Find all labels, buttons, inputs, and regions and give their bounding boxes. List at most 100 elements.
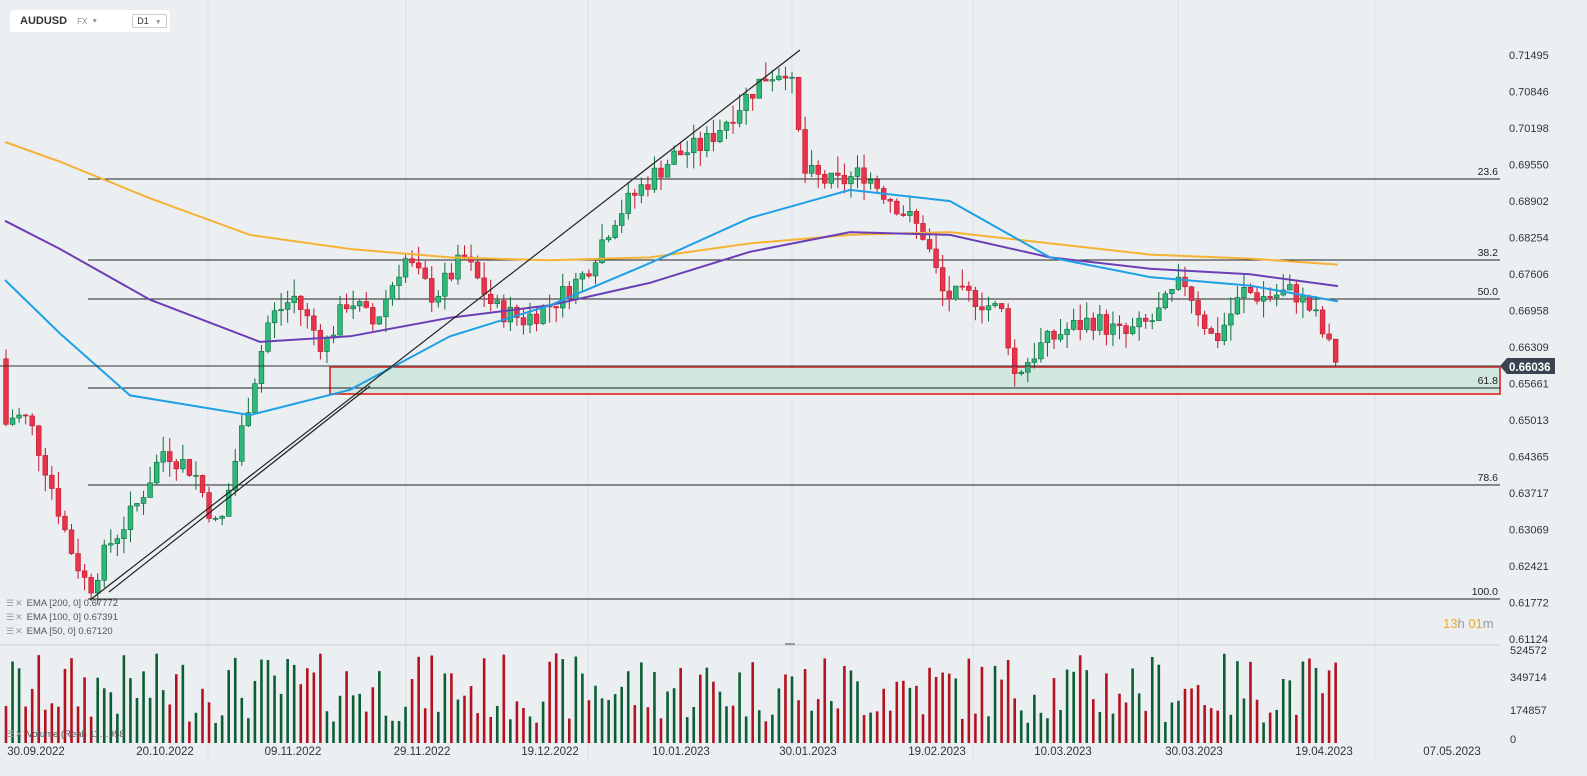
indicator-ema-200[interactable]: ☰✕ EMA [200, 0] 0.67772 bbox=[6, 598, 118, 609]
candle-body[interactable] bbox=[271, 310, 278, 324]
candle-body[interactable] bbox=[795, 76, 802, 130]
candle-body[interactable] bbox=[645, 184, 651, 190]
candle-body[interactable] bbox=[383, 298, 389, 318]
candle-body[interactable] bbox=[1064, 328, 1070, 335]
candle-body[interactable] bbox=[278, 309, 284, 312]
candle-body[interactable] bbox=[959, 285, 966, 288]
candle-body[interactable] bbox=[22, 414, 29, 417]
candle-body[interactable] bbox=[651, 167, 658, 190]
candle-body[interactable] bbox=[429, 278, 435, 303]
candle-body[interactable] bbox=[592, 262, 599, 277]
candle-body[interactable] bbox=[324, 337, 330, 352]
candle-body[interactable] bbox=[1044, 330, 1051, 344]
candle-body[interactable] bbox=[1228, 313, 1234, 326]
candle-body[interactable] bbox=[1319, 309, 1326, 335]
candle-body[interactable] bbox=[717, 130, 723, 142]
candle-body[interactable] bbox=[710, 133, 717, 142]
candle-body[interactable] bbox=[953, 285, 959, 300]
candle-body[interactable] bbox=[167, 451, 173, 462]
candle-body[interactable] bbox=[697, 137, 704, 151]
candle-body[interactable] bbox=[114, 538, 121, 544]
candle-body[interactable] bbox=[1110, 323, 1116, 335]
candle-body[interactable] bbox=[49, 474, 55, 489]
candle-body[interactable] bbox=[1162, 293, 1169, 309]
candle-body[interactable] bbox=[1267, 296, 1273, 298]
candle-body[interactable] bbox=[560, 286, 566, 309]
candle-body[interactable] bbox=[939, 267, 946, 292]
candle-body[interactable] bbox=[1300, 295, 1306, 303]
candle-body[interactable] bbox=[1169, 288, 1175, 295]
candle-body[interactable] bbox=[828, 172, 835, 184]
candle-body[interactable] bbox=[219, 516, 225, 519]
candle-body[interactable] bbox=[494, 300, 500, 304]
candle-body[interactable] bbox=[632, 192, 638, 196]
candle-body[interactable] bbox=[815, 164, 821, 175]
candle-body[interactable] bbox=[671, 150, 677, 165]
candle-body[interactable] bbox=[29, 415, 35, 427]
candle-body[interactable] bbox=[258, 351, 265, 384]
candle-body[interactable] bbox=[101, 544, 107, 581]
candle-body[interactable] bbox=[1070, 320, 1077, 330]
candle-body[interactable] bbox=[1221, 324, 1228, 342]
candle-body[interactable] bbox=[1254, 292, 1260, 302]
candle-body[interactable] bbox=[1116, 323, 1123, 327]
candle-body[interactable] bbox=[848, 176, 854, 185]
candle-body[interactable] bbox=[763, 78, 769, 82]
candle-body[interactable] bbox=[81, 570, 88, 578]
candle-body[interactable] bbox=[789, 76, 795, 79]
candle-body[interactable] bbox=[9, 417, 16, 425]
candle-body[interactable] bbox=[317, 330, 324, 352]
candle-body[interactable] bbox=[1090, 317, 1097, 331]
candle-body[interactable] bbox=[396, 276, 402, 286]
candle-body[interactable] bbox=[291, 295, 297, 303]
candle-body[interactable] bbox=[481, 277, 487, 295]
candle-body[interactable] bbox=[1057, 334, 1064, 340]
candle-body[interactable] bbox=[527, 313, 533, 326]
settings-icon[interactable]: ☰✕ bbox=[6, 612, 24, 622]
candle-body[interactable] bbox=[533, 313, 540, 324]
candle-body[interactable] bbox=[298, 295, 304, 310]
candle-body[interactable] bbox=[835, 172, 841, 176]
settings-icon[interactable]: ☰✕ bbox=[6, 729, 24, 739]
candle-body[interactable] bbox=[723, 121, 730, 131]
candle-body[interactable] bbox=[1241, 286, 1247, 298]
candle-body[interactable] bbox=[16, 414, 22, 419]
candle-body[interactable] bbox=[370, 307, 376, 325]
candle-body[interactable] bbox=[121, 529, 127, 539]
candle-body[interactable] bbox=[992, 303, 998, 306]
candle-body[interactable] bbox=[461, 254, 468, 258]
candle-body[interactable] bbox=[1011, 347, 1018, 374]
candle-body[interactable] bbox=[239, 425, 245, 462]
candle-body[interactable] bbox=[442, 272, 448, 297]
candle-body[interactable] bbox=[1051, 330, 1057, 340]
indicator-ema-50[interactable]: ☰✕ EMA [50, 0] 0.67120 bbox=[6, 626, 113, 637]
candle-body[interactable] bbox=[455, 254, 461, 280]
candle-body[interactable] bbox=[68, 529, 75, 554]
candle-body[interactable] bbox=[966, 285, 972, 291]
candle-body[interactable] bbox=[88, 577, 94, 594]
candle-body[interactable] bbox=[579, 273, 586, 280]
candle-body[interactable] bbox=[638, 184, 645, 196]
settings-icon[interactable]: ☰✕ bbox=[6, 626, 24, 636]
candle-body[interactable] bbox=[1274, 294, 1280, 298]
candle-body[interactable] bbox=[55, 488, 62, 517]
candle-body[interactable] bbox=[226, 489, 232, 517]
candle-body[interactable] bbox=[193, 475, 199, 477]
candle-body[interactable] bbox=[409, 258, 415, 264]
candle-body[interactable] bbox=[1306, 295, 1313, 311]
candle-body[interactable] bbox=[363, 301, 369, 308]
candle-body[interactable] bbox=[448, 272, 455, 280]
candle-body[interactable] bbox=[343, 304, 350, 310]
candle-body[interactable] bbox=[926, 239, 933, 250]
candle-body[interactable] bbox=[415, 262, 422, 269]
candle-body[interactable] bbox=[134, 503, 140, 507]
candle-body[interactable] bbox=[1038, 342, 1044, 360]
candle-body[interactable] bbox=[1129, 326, 1136, 334]
candle-body[interactable] bbox=[566, 286, 573, 300]
candle-body[interactable] bbox=[199, 475, 206, 493]
candle-body[interactable] bbox=[422, 267, 428, 279]
candle-body[interactable] bbox=[625, 192, 631, 214]
candle-body[interactable] bbox=[474, 261, 481, 279]
candle-body[interactable] bbox=[704, 133, 710, 151]
